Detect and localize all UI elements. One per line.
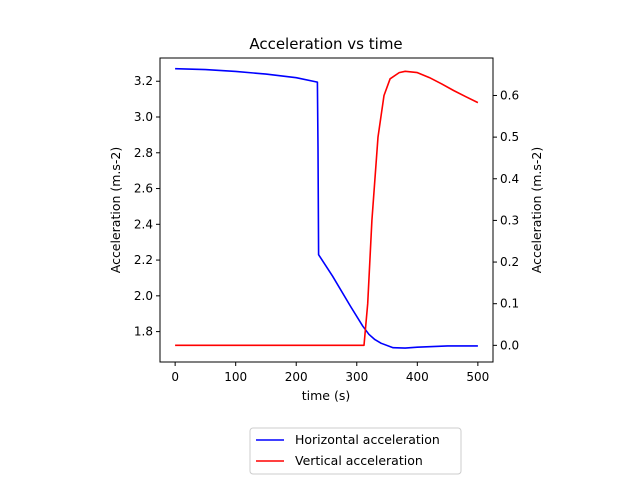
legend-label-horizontal: Horizontal acceleration [295,432,440,447]
legend-label-vertical: Vertical acceleration [295,453,423,468]
chart-title: Acceleration vs time [249,35,402,53]
plot-frame [159,57,494,363]
y-left-tick-label: 2.4 [134,217,153,231]
series-line-vertical [175,70,479,347]
y-axis-right: 0.0 0.1 0.2 0.3 0.4 0.5 0.6 [493,88,519,352]
y-left-tick-label: 2.0 [134,289,153,303]
x-tick-label: 400 [406,370,429,384]
y-right-tick-label: 0.5 [500,130,519,144]
y-left-tick-label: 1.8 [134,325,153,339]
series-line-horizontal [175,67,478,349]
y-left-tick-label: 3.0 [134,110,153,124]
x-tick-label: 300 [345,370,368,384]
y-right-tick-label: 0.0 [500,338,519,352]
legend: Horizontal acceleration Vertical acceler… [249,427,462,475]
y-left-tick-label: 2.8 [134,146,153,160]
series-layer [175,67,479,349]
x-tick-label: 200 [285,370,308,384]
x-axis-label: time (s) [302,388,350,403]
y-left-tick-label: 2.2 [134,253,153,267]
y-right-tick-label: 0.4 [500,172,519,186]
x-axis: 0 100 200 300 400 500 [171,362,489,384]
x-tick-label: 0 [171,370,179,384]
y-left-tick-label: 2.6 [134,182,153,196]
y-axis-left-label: Acceleration (m.s-2) [108,147,123,274]
y-right-tick-label: 0.1 [500,297,519,311]
x-tick-label: 100 [224,370,247,384]
x-tick-label: 500 [466,370,489,384]
y-right-tick-label: 0.6 [500,88,519,102]
legend-frame [249,427,462,475]
y-axis-left: 1.8 2.0 2.2 2.4 2.6 2.8 3.0 3.2 [134,74,160,339]
y-left-tick-label: 3.2 [134,74,153,88]
y-right-tick-label: 0.2 [500,255,519,269]
y-right-tick-label: 0.3 [500,213,519,227]
y-axis-right-label: Acceleration (m.s-2) [529,147,544,274]
